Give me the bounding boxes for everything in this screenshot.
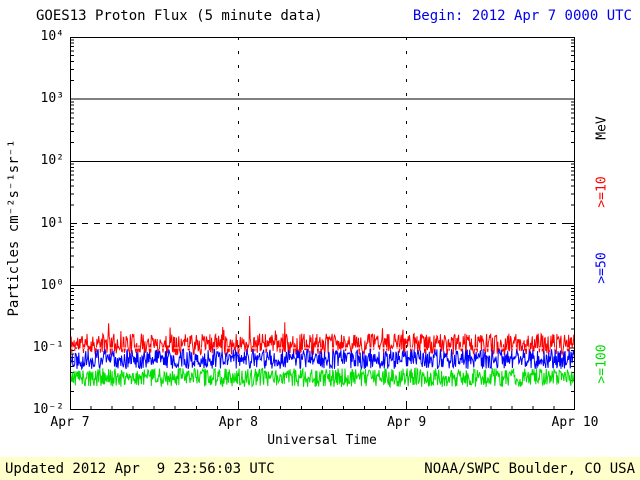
x-tick-label: Apr 8 <box>218 415 258 430</box>
data-source: NOAA/SWPC Boulder, CO USA <box>424 460 635 477</box>
y-tick-label: 10⁻¹ <box>32 339 64 355</box>
plot-area <box>70 37 575 410</box>
series-line--100-mev <box>70 367 575 389</box>
y-tick-label: 10² <box>40 153 64 169</box>
ge10-label: >=10 <box>594 176 610 208</box>
plot-frame <box>70 37 575 410</box>
x-tick-label: Apr 7 <box>50 415 90 430</box>
y-tick-label: 10³ <box>40 91 64 107</box>
x-tick-label: Apr 10 <box>551 415 599 430</box>
updated-timestamp: Updated 2012 Apr 9 23:56:03 UTC <box>5 460 275 477</box>
series-line--10-mev <box>70 315 575 357</box>
ge100-label: >=100 <box>594 344 610 384</box>
chart-title: GOES13 Proton Flux (5 minute data) <box>36 8 323 24</box>
series-line--50-mev <box>70 348 575 371</box>
footer-bar: Updated 2012 Apr 9 23:56:03 UTC NOAA/SWP… <box>0 457 640 480</box>
mev-unit-label: MeV <box>594 116 610 140</box>
x-tick-label: Apr 9 <box>387 415 427 430</box>
y-tick-label: 10¹ <box>40 215 64 231</box>
x-axis-title: Universal Time <box>267 433 377 448</box>
y-tick-label: 10⁰ <box>40 277 64 293</box>
y-tick-label: 10⁻² <box>32 402 64 417</box>
begin-timestamp: Begin: 2012 Apr 7 0000 UTC <box>412 8 632 24</box>
ge50-label: >=50 <box>594 252 610 284</box>
y-tick-label: 10⁴ <box>40 29 64 44</box>
